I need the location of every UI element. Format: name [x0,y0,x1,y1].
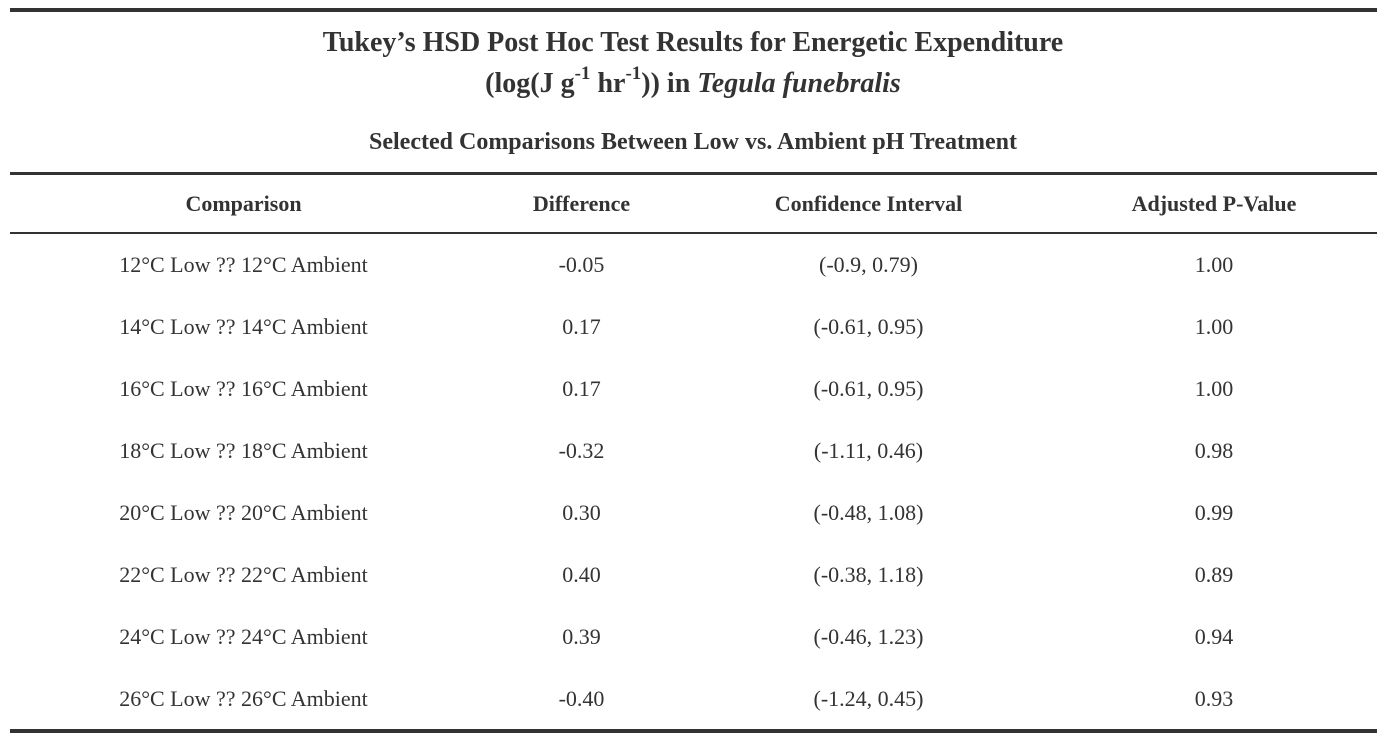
header-bottom-rule [10,232,1377,234]
p-value-cell: 0.98 [1194,438,1234,463]
title-units-mid: hr [590,68,626,99]
comparison-cell: 24°C Low ?? 24°C Ambient [119,624,368,649]
table-row: 18°C Low ?? 18°C Ambient -0.32 (-1.11, 0… [10,420,1377,482]
confidence-interval-cell: (-0.61, 0.95) [813,376,924,401]
difference-cell: -0.32 [558,438,605,463]
comparison-cell: 12°C Low ?? 12°C Ambient [119,252,368,277]
title-exponent-1: -1 [574,62,591,84]
table-row: 22°C Low ?? 22°C Ambient 0.40 (-0.38, 1.… [10,544,1377,606]
column-header-adjusted-p-value: Adjusted P-Value [1131,190,1297,216]
header-top-rule [10,172,1377,175]
p-value-cell: 0.94 [1194,624,1234,649]
difference-cell: 0.40 [562,562,601,587]
table-row: 14°C Low ?? 14°C Ambient 0.17 (-0.61, 0.… [10,296,1377,358]
top-rule [10,8,1377,12]
column-header-comparison: Comparison [185,190,302,216]
comparison-cell: 26°C Low ?? 26°C Ambient [119,686,368,711]
confidence-interval-cell: (-0.61, 0.95) [813,314,924,339]
comparison-cell: 14°C Low ?? 14°C Ambient [119,314,368,339]
bottom-rule [10,729,1377,733]
table-title-line-1: Tukey’s HSD Post Hoc Test Results for En… [0,25,1386,61]
p-value-cell: 1.00 [1194,314,1234,339]
comparison-table: Comparison Difference Confidence Interva… [10,175,1377,730]
confidence-interval-cell: (-0.38, 1.18) [813,562,924,587]
difference-cell: -0.40 [558,686,605,711]
table-row: 12°C Low ?? 12°C Ambient -0.05 (-0.9, 0.… [10,232,1377,296]
difference-cell: 0.30 [562,500,601,525]
p-value-cell: 0.99 [1194,500,1234,525]
table-row: 26°C Low ?? 26°C Ambient -0.40 (-1.24, 0… [10,668,1377,730]
table-subtitle: Selected Comparisons Between Low vs. Amb… [369,129,1017,155]
title-units-prefix: (log(J g [485,68,575,99]
p-value-cell: 1.00 [1194,252,1234,277]
confidence-interval-cell: (-1.24, 0.45) [813,686,924,711]
title-exponent-2: -1 [625,62,642,84]
confidence-interval-cell: (-1.11, 0.46) [813,438,924,463]
confidence-interval-cell: (-0.9, 0.79) [819,252,918,277]
difference-cell: 0.17 [562,314,601,339]
difference-cell: 0.17 [562,376,601,401]
title-units-suffix: )) in [641,68,698,99]
table-row: 20°C Low ?? 20°C Ambient 0.30 (-0.48, 1.… [10,482,1377,544]
comparison-cell: 16°C Low ?? 16°C Ambient [119,376,368,401]
confidence-interval-cell: (-0.48, 1.08) [813,500,924,525]
table-row: 24°C Low ?? 24°C Ambient 0.39 (-0.46, 1.… [10,606,1377,668]
header-row: Comparison Difference Confidence Interva… [10,175,1377,232]
confidence-interval-cell: (-0.46, 1.23) [813,624,924,649]
comparison-cell: 22°C Low ?? 22°C Ambient [119,562,368,587]
title-species: Tegula funebralis [697,68,901,99]
difference-cell: 0.39 [562,624,601,649]
p-value-cell: 0.89 [1194,562,1234,587]
p-value-cell: 0.93 [1194,686,1234,711]
table-title-line-2: (log(J g-1 hr-1)) in Tegula funebralis [0,62,1386,102]
comparison-cell: 20°C Low ?? 20°C Ambient [119,500,368,525]
column-header-confidence-interval: Confidence Interval [774,190,963,216]
column-header-difference: Difference [532,190,631,216]
p-value-cell: 1.00 [1194,376,1234,401]
title-text: Tukey’s HSD Post Hoc Test Results for En… [322,27,1064,58]
table-row: 16°C Low ?? 16°C Ambient 0.17 (-0.61, 0.… [10,358,1377,420]
difference-cell: -0.05 [558,252,605,277]
comparison-cell: 18°C Low ?? 18°C Ambient [119,438,368,463]
